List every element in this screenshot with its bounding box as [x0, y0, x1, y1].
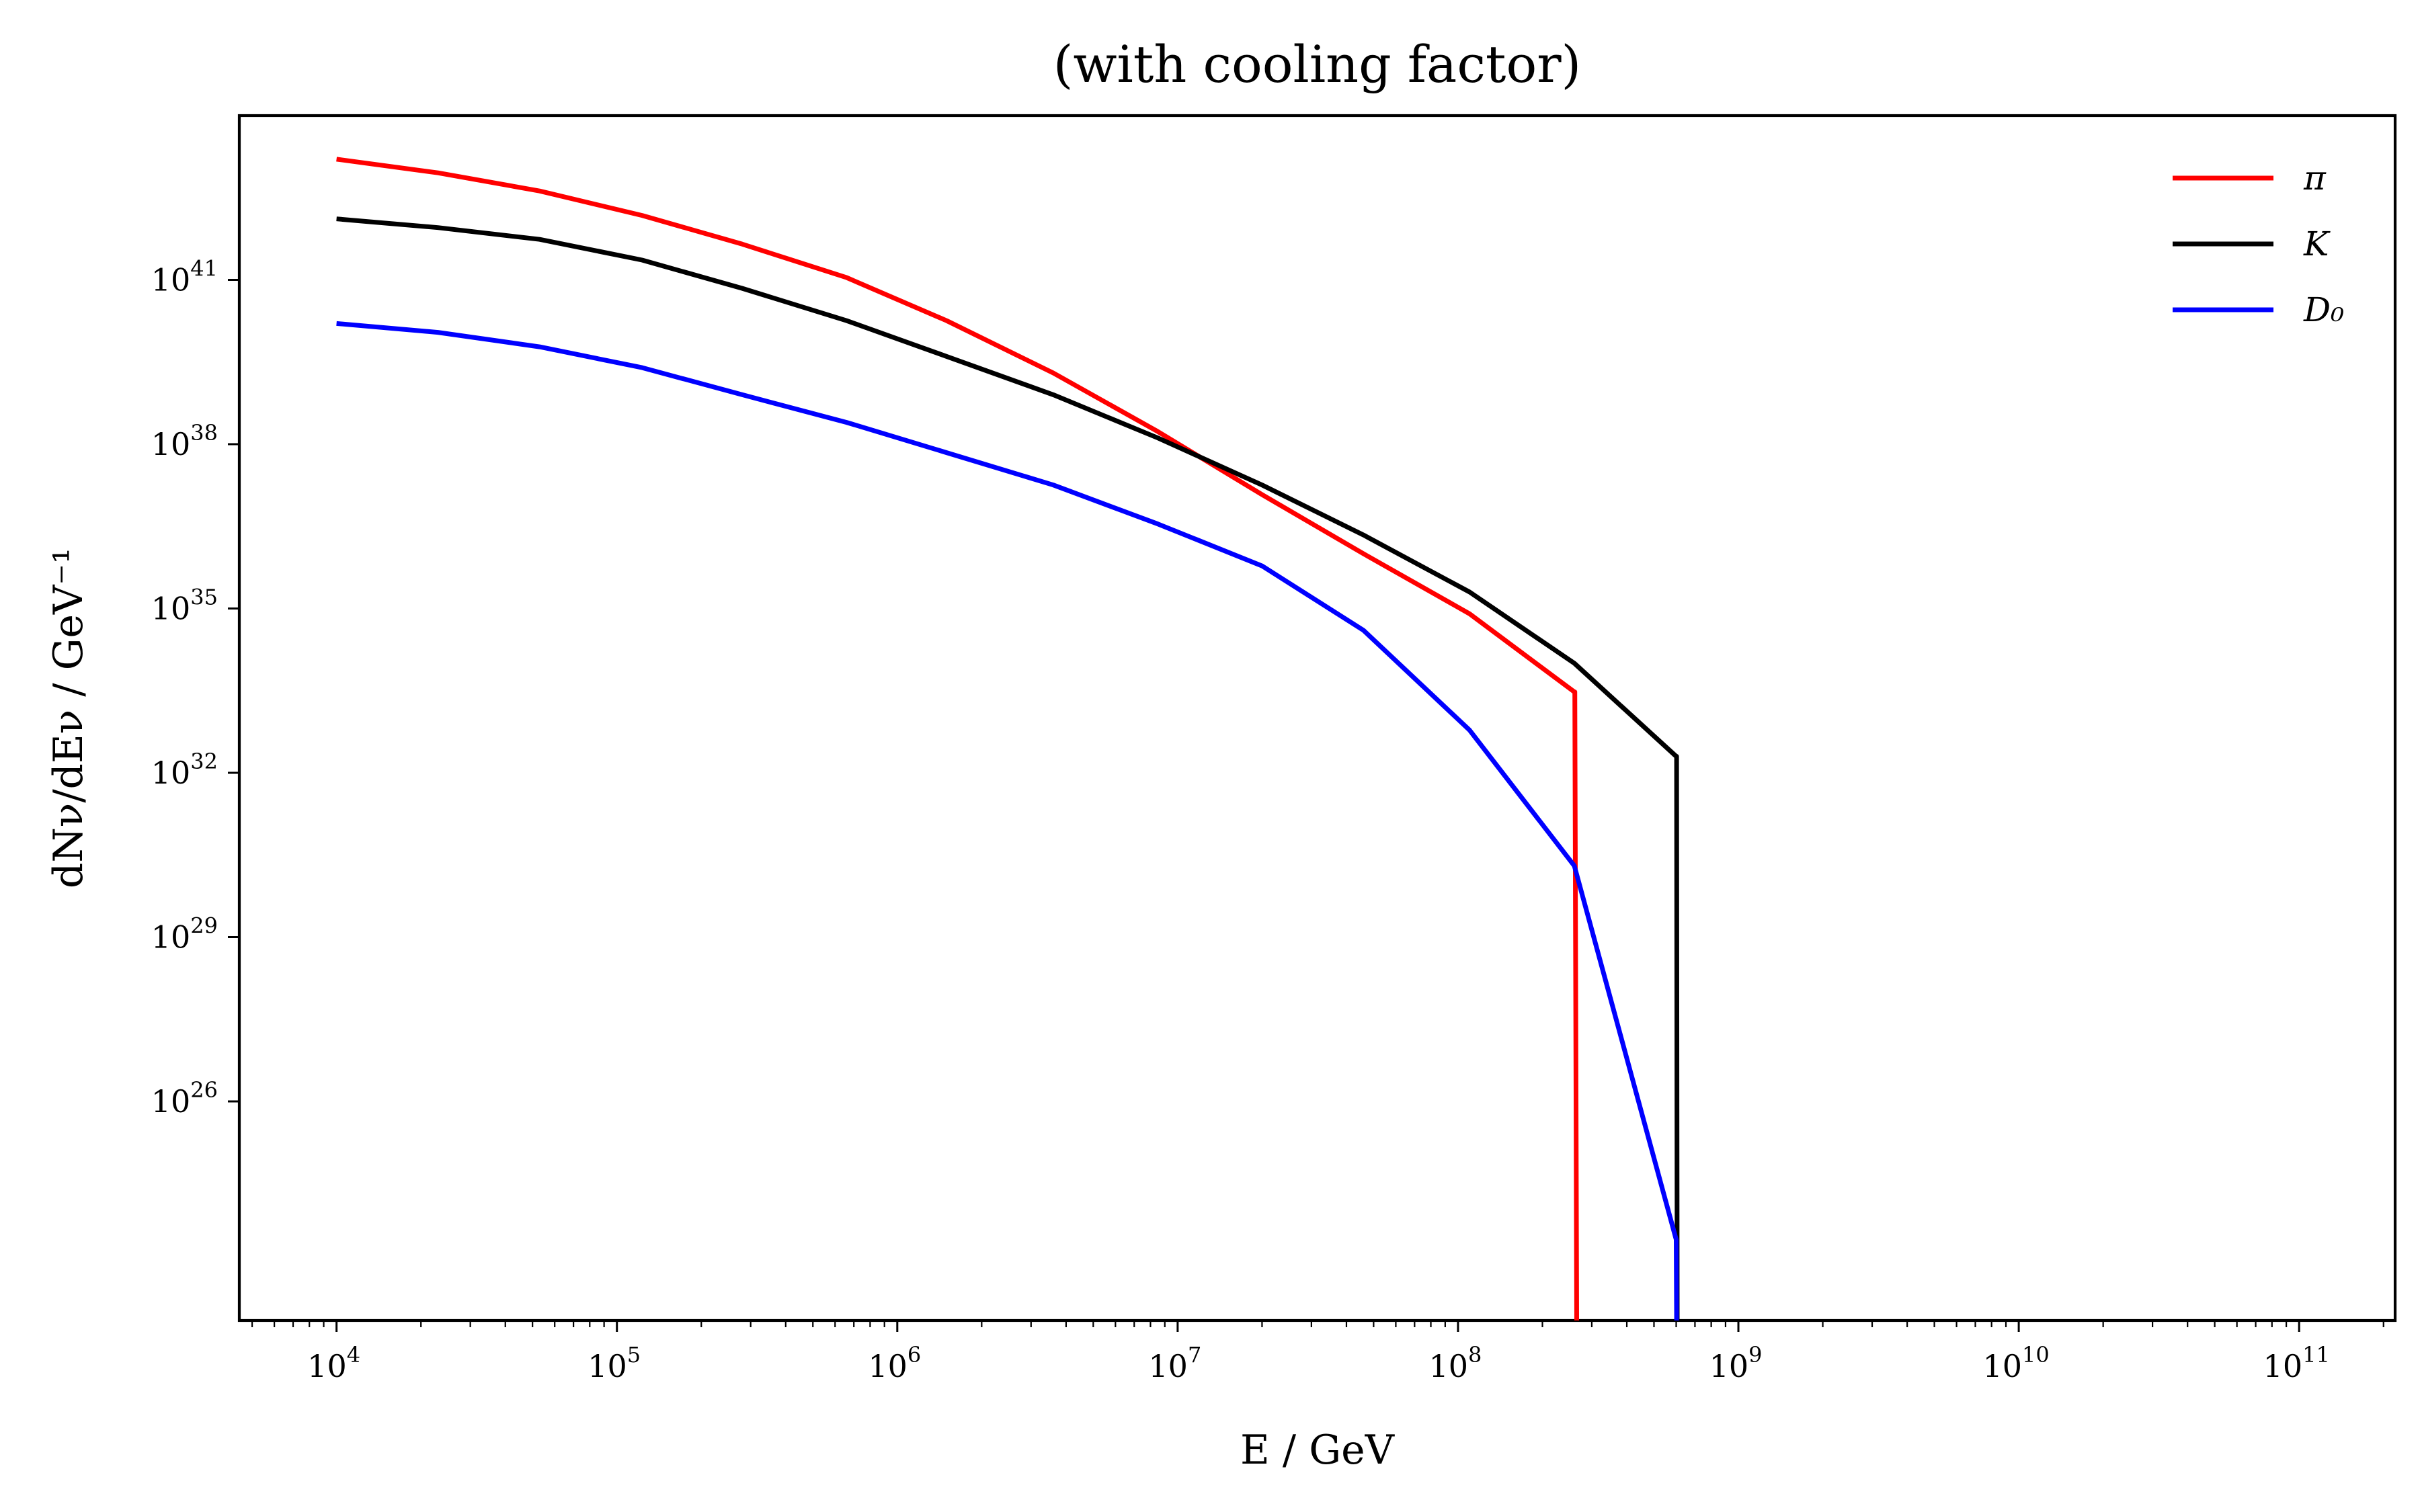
x-tick-label: 1011 — [2263, 1342, 2330, 1384]
x-tick-label: 106 — [868, 1342, 921, 1384]
x-tick-label: 1010 — [1982, 1342, 2049, 1384]
x-axis: 104 105 106 107 108 109 1010 1011 — [251, 1320, 2384, 1384]
legend: πK D₀ — [2173, 159, 2344, 329]
y-tick-label: 1032 — [151, 749, 218, 791]
y-tick-label: 1029 — [151, 913, 218, 956]
chart-title: (with cooling factor) — [1053, 34, 1581, 94]
y-tick-label: 1035 — [151, 585, 218, 627]
x-tick-label: 104 — [307, 1342, 360, 1384]
x-tick-label: 107 — [1148, 1342, 1201, 1384]
x-tick-label: 105 — [588, 1342, 641, 1384]
legend-label-2: D₀ — [2303, 290, 2344, 329]
series-line-2 — [336, 321, 1679, 1320]
series-group — [336, 157, 1680, 1320]
legend-label-0: π — [2303, 159, 2327, 198]
series-line-0 — [336, 157, 1579, 1320]
y-tick-label: 1038 — [151, 420, 218, 462]
y-axis: 1026 1029 1032 1035 1038 1041 — [151, 256, 239, 1120]
y-tick-label: 1026 — [151, 1077, 218, 1120]
x-tick-label: 108 — [1428, 1342, 1482, 1384]
series-line-1 — [336, 216, 1680, 1320]
y-tick-label: 1041 — [151, 256, 218, 298]
plot-frame — [237, 114, 2397, 1322]
plot-area — [237, 114, 2397, 1322]
legend-label-1: K — [2303, 224, 2331, 263]
x-tick-label: 109 — [1709, 1342, 1763, 1384]
y-axis-label: dNν/dEν / GeV⁻¹ — [45, 548, 92, 888]
x-axis-label: E / GeV — [1240, 1427, 1396, 1474]
